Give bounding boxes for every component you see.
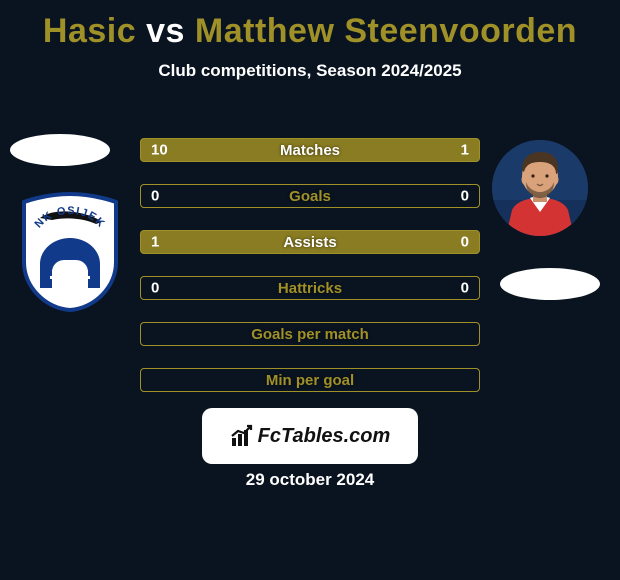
stat-right-value: 0 [461,280,469,297]
stat-row: Matches 10 1 [140,138,480,162]
page-title: Hasic vs Matthew Steenvoorden [0,12,620,51]
title-vs: vs [146,12,185,50]
stat-left-value: 1 [151,234,159,251]
stat-right-value: 0 [461,234,469,251]
stat-label: Assists [283,234,336,251]
stat-right-value: 1 [461,142,469,159]
left-oval [10,134,110,166]
stat-bars: Matches101Goals00Assists10Hattricks00Goa… [140,138,480,414]
branding-box: FcTables.com [202,408,418,464]
stat-label: Goals per match [251,326,369,343]
title-left: Hasic [43,12,136,50]
stat-label: Goals [289,188,331,205]
stat-left-value: 10 [151,142,168,159]
right-player-avatar [492,140,588,236]
branding-text: FcTables.com [230,424,391,448]
stat-label: Hattricks [278,280,342,297]
stat-left-value: 0 [151,280,159,297]
title-right: Matthew Steenvoorden [195,12,577,50]
stat-row: Assists 1 0 [140,230,480,254]
branding-label: FcTables.com [258,425,391,448]
stat-label: Min per goal [266,372,354,389]
stat-right-value: 0 [461,188,469,205]
chart-icon [230,424,254,448]
stat-label: Matches [280,142,340,159]
stat-row: Goals 0 0 [140,184,480,208]
stat-row: Min per goal [140,368,480,392]
left-club-badge: NK OSIJEK [20,192,120,312]
subtitle: Club competitions, Season 2024/2025 [0,61,620,81]
stat-row: Goals per match [140,322,480,346]
stat-row: Hattricks 0 0 [140,276,480,300]
date-label: 29 october 2024 [0,470,620,490]
stat-left-value: 0 [151,188,159,205]
right-oval [500,268,600,300]
